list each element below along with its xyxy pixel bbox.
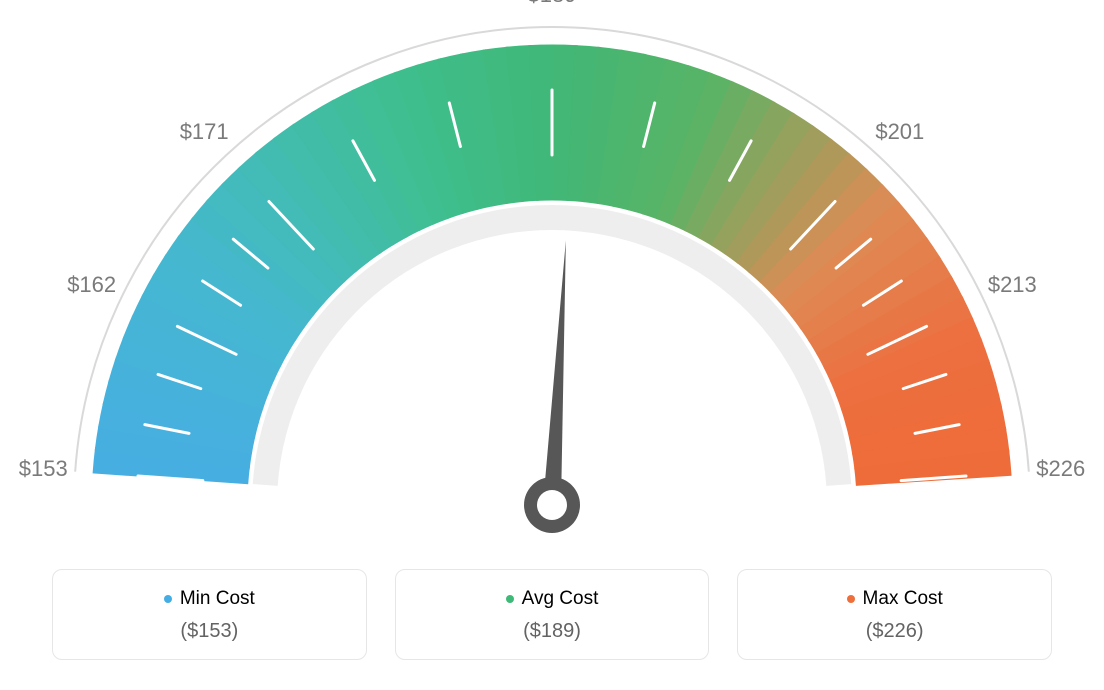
legend-row: Min Cost ($153) Avg Cost ($189) Max Cost… xyxy=(52,569,1052,660)
gauge-tick-label: $201 xyxy=(875,119,924,145)
legend-title-avg: Avg Cost xyxy=(506,588,599,610)
dot-icon xyxy=(164,595,172,603)
legend-value: ($226) xyxy=(748,620,1041,643)
legend-card-min: Min Cost ($153) xyxy=(52,569,367,660)
gauge-tick-label: $171 xyxy=(180,119,229,145)
chart-wrapper: $153 $162 $171 $189 $201 $213 $226 Min Cost ($… xyxy=(0,0,1104,690)
legend-value: ($153) xyxy=(63,620,356,643)
legend-card-avg: Avg Cost ($189) xyxy=(395,569,710,660)
legend-label: Max Cost xyxy=(863,588,943,610)
legend-title-max: Max Cost xyxy=(847,588,943,610)
legend-value: ($189) xyxy=(406,620,699,643)
legend-label: Avg Cost xyxy=(522,588,599,610)
dot-icon xyxy=(847,595,855,603)
legend-label: Min Cost xyxy=(180,588,255,610)
dot-icon xyxy=(506,595,514,603)
gauge-area: $153 $162 $171 $189 $201 $213 $226 xyxy=(0,0,1104,560)
gauge-tick-label: $189 xyxy=(528,0,577,8)
gauge-tick-label: $226 xyxy=(1036,456,1085,482)
legend-card-max: Max Cost ($226) xyxy=(737,569,1052,660)
gauge-tick-label: $153 xyxy=(19,456,68,482)
gauge-svg xyxy=(0,0,1104,560)
gauge-tick-label: $162 xyxy=(67,272,116,298)
gauge-tick-label: $213 xyxy=(988,272,1037,298)
legend-title-min: Min Cost xyxy=(164,588,255,610)
